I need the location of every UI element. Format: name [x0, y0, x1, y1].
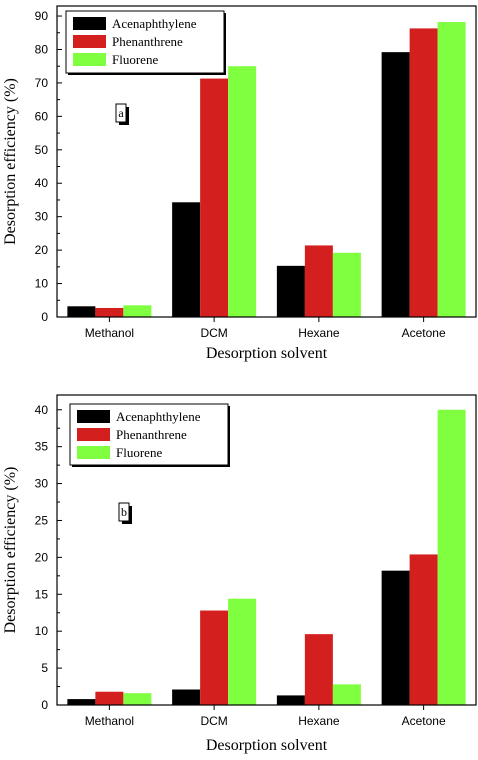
y-tick-label: 30 [35, 210, 49, 224]
bar-methanol-fluorene [123, 693, 152, 705]
legend-swatch-phenanthrene [73, 35, 106, 48]
y-tick-label: 0 [41, 310, 48, 324]
y-tick-label: 90 [35, 9, 49, 23]
bar-acetone-phenanthrene [409, 28, 438, 318]
legend-swatch-phenanthrene [77, 428, 110, 441]
x-axis-title: Desorption solvent [206, 737, 328, 754]
legend: Acenaphthylene Phenanthrene Fluorene [69, 403, 230, 467]
y-tick-label: 30 [35, 477, 49, 491]
bar-dcm-fluorene [228, 66, 257, 318]
y-tick-label: 70 [35, 76, 49, 90]
bar-hexane-phenanthrene [304, 634, 333, 705]
bar-methanol-acenaphthylene [67, 306, 96, 317]
legend-swatch-acenaphthylene [73, 17, 106, 30]
legend: Acenaphthylene Phenanthrene Fluorene [65, 10, 226, 75]
chart-panel-b: Methanol DCM Hexane Acetone 0 5 10 15 20 25 30 35 40… [2, 394, 477, 754]
y-axis-title: Desorption efficiency (%) [2, 467, 19, 634]
y-tick-label: 20 [35, 243, 49, 257]
legend-swatch-fluorene [73, 53, 106, 66]
y-tick-label: 25 [35, 513, 49, 527]
y-tick-label: 10 [35, 624, 49, 638]
y-tick-label: 40 [35, 176, 49, 190]
y-tick-label: 5 [41, 661, 48, 675]
y-tick-label: 35 [35, 440, 49, 454]
panel-label: a [118, 106, 124, 120]
x-tick-label: Acetone [402, 714, 446, 728]
y-tick-label: 60 [35, 109, 49, 123]
x-axis-title: Desorption solvent [206, 345, 328, 362]
bar-hexane-fluorene [332, 684, 361, 705]
x-tick-label: DCM [200, 326, 227, 340]
bar-methanol-acenaphthylene [67, 699, 96, 705]
legend-label-fluorene: Fluorene [116, 445, 162, 460]
plot-frame [56, 5, 477, 318]
legend-label-acenaphthylene: Acenaphthylene [116, 409, 201, 424]
bar-methanol-phenanthrene [95, 307, 124, 317]
y-tick-label: 50 [35, 143, 49, 157]
bar-hexane-fluorene [332, 252, 361, 317]
legend-label-acenaphthylene: Acenaphthylene [112, 16, 197, 31]
bar-acetone-acenaphthylene [381, 570, 410, 705]
bar-acetone-fluorene [437, 22, 466, 318]
x-tick-label: Hexane [298, 714, 340, 728]
bar-dcm-phenanthrene [200, 610, 229, 705]
bar-hexane-acenaphthylene [276, 265, 305, 317]
bar-dcm-fluorene [228, 598, 257, 705]
legend-swatch-acenaphthylene [77, 410, 110, 423]
panel-label: b [121, 505, 127, 519]
bar-methanol-fluorene [123, 305, 152, 317]
bar-acetone-phenanthrene [409, 554, 438, 705]
chart-panel-a: Methanol DCM Hexane Acetone 0 10 20 30 40 50 60 70 8… [2, 5, 477, 362]
plot-frame [56, 394, 477, 706]
y-tick-label: 20 [35, 550, 49, 564]
panel-label-box [115, 103, 127, 123]
legend-label-fluorene: Fluorene [112, 52, 158, 67]
y-tick-label: 15 [35, 587, 49, 601]
panel-label-box [118, 502, 130, 522]
bar-hexane-phenanthrene [304, 245, 333, 317]
bar-dcm-phenanthrene [200, 78, 229, 317]
bar-acetone-fluorene [437, 409, 466, 705]
legend-swatch-fluorene [77, 446, 110, 459]
y-axis-title: Desorption efficiency (%) [2, 78, 19, 245]
y-tick-label: 0 [41, 698, 48, 712]
x-tick-label: Acetone [402, 326, 446, 340]
y-tick-label: 10 [35, 277, 49, 291]
x-tick-label: Methanol [85, 714, 134, 728]
y-tick-label: 80 [35, 42, 49, 56]
x-tick-label: Methanol [85, 326, 134, 340]
y-tick-label: 40 [35, 403, 49, 417]
bar-hexane-acenaphthylene [276, 695, 305, 705]
bar-acetone-acenaphthylene [381, 52, 410, 318]
x-tick-label: DCM [200, 714, 227, 728]
bar-dcm-acenaphthylene [172, 202, 201, 317]
x-tick-label: Hexane [298, 326, 340, 340]
legend-label-phenanthrene: Phenanthrene [112, 34, 183, 49]
legend-label-phenanthrene: Phenanthrene [116, 427, 187, 442]
bar-dcm-acenaphthylene [172, 689, 201, 705]
bar-methanol-phenanthrene [95, 691, 124, 705]
